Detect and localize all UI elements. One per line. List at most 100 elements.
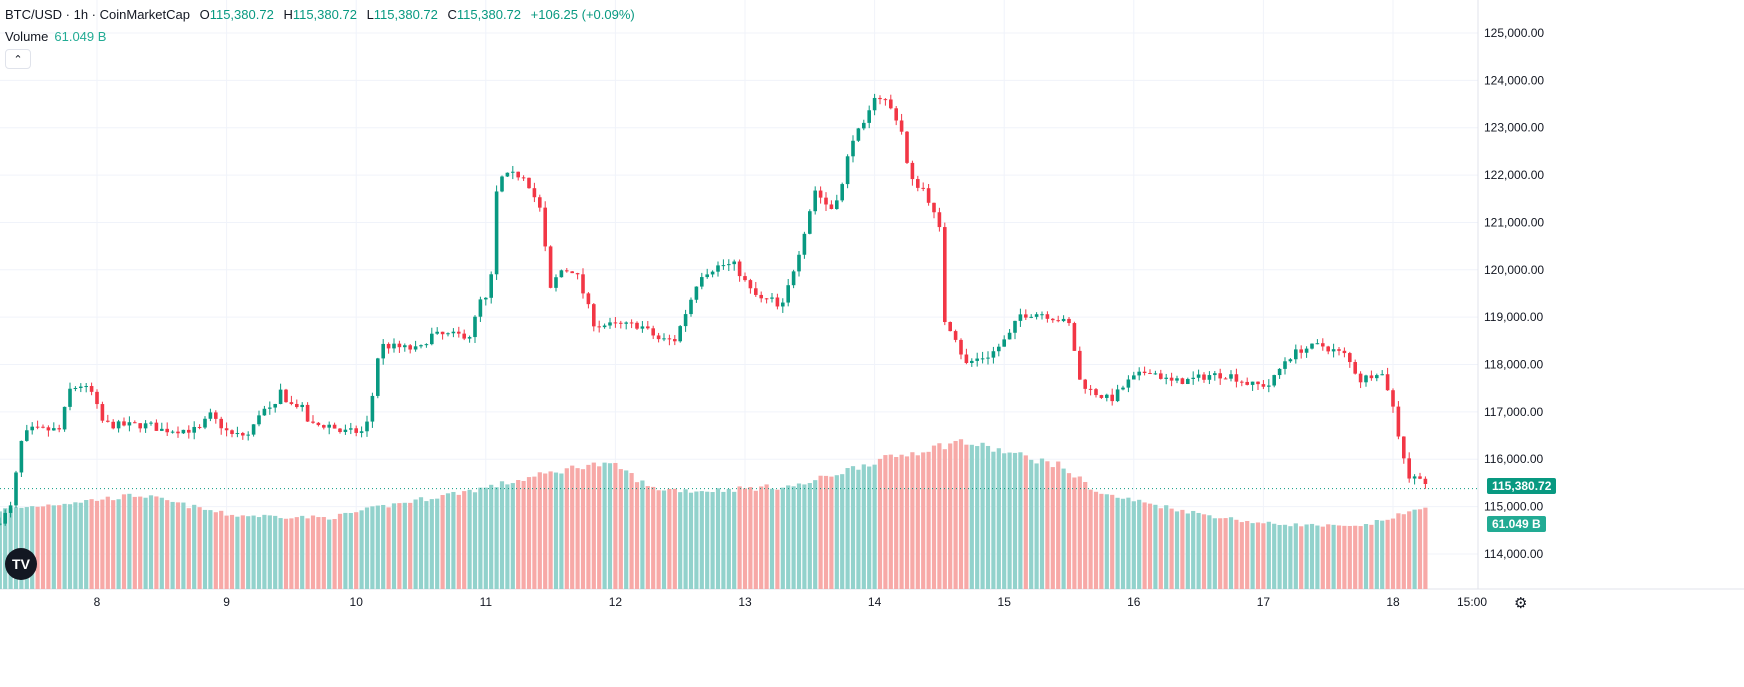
candle-body (1223, 378, 1228, 380)
candle-body (689, 299, 693, 315)
volume-bar (1174, 511, 1180, 589)
candle-body (516, 171, 520, 178)
candle-body (948, 322, 952, 332)
volume-bar (840, 474, 845, 589)
candle-body (916, 179, 920, 188)
candle-body (1056, 320, 1060, 322)
candle-body (548, 246, 553, 288)
volume-bar (246, 516, 251, 589)
x-tick-label: 16 (1127, 595, 1141, 609)
x-tick-label: 13 (738, 595, 752, 609)
volume-bar (748, 487, 753, 589)
candle-body (1045, 314, 1050, 319)
candle-body (932, 202, 936, 213)
candle-body (710, 271, 715, 275)
volume-bar (1147, 503, 1153, 589)
volume-bar (489, 484, 494, 589)
candle-body (937, 212, 942, 228)
volume-bar (948, 443, 953, 589)
volume-bar (575, 468, 580, 589)
candle-body (284, 389, 288, 403)
candle-body (813, 190, 817, 212)
volume-bar (462, 491, 467, 589)
candle-body (678, 326, 682, 342)
candle-body (235, 433, 240, 435)
candle-body (921, 187, 925, 189)
volume-bar (613, 462, 618, 589)
volume-bar (537, 472, 542, 589)
candle-body (700, 277, 704, 287)
volume-bar (202, 509, 208, 589)
candle-body (532, 188, 537, 198)
volume-bar (197, 507, 202, 589)
candle-body (230, 430, 234, 434)
tradingview-logo[interactable]: TV (5, 548, 37, 580)
collapse-legend-button[interactable]: ⌃ (5, 49, 31, 69)
candle-body (494, 191, 499, 275)
candle-body (30, 426, 34, 431)
gear-icon[interactable]: ⚙ (1514, 595, 1528, 612)
candle-body (133, 422, 137, 424)
candle-body (899, 120, 904, 132)
candle-body (149, 422, 153, 424)
candle-body (435, 331, 439, 334)
volume-bar (1169, 508, 1174, 589)
symbol-title[interactable]: BTC/USD · 1h · CoinMarketCap (5, 7, 190, 22)
candle-body (154, 422, 159, 431)
volume-bar (467, 489, 472, 589)
candle-body (646, 326, 650, 329)
volume-bar (456, 494, 461, 589)
volume-bar (364, 507, 370, 589)
candle-body (1191, 377, 1195, 379)
volume-bar (408, 502, 413, 589)
candle-body (100, 404, 105, 421)
candle-body (716, 265, 720, 272)
volume-bar (1007, 452, 1012, 589)
candle-body (408, 345, 412, 350)
candle-body (889, 99, 893, 109)
volume-bar (1142, 502, 1147, 589)
volume-bar (926, 451, 931, 589)
volume-bar (1018, 452, 1023, 589)
volume-bar (775, 489, 780, 589)
volume-bar (796, 483, 802, 589)
candle-body (1018, 314, 1023, 321)
candle-body (165, 428, 169, 433)
volume-bar (251, 515, 256, 589)
candle-body (1094, 389, 1098, 396)
volume-bar (46, 504, 51, 589)
candle-body (1137, 371, 1141, 376)
candle-body (397, 343, 402, 348)
volume-bar (310, 515, 316, 589)
candle-body (1169, 377, 1174, 381)
ohlc-legend: BTC/USD · 1h · CoinMarketCap O115,380.72… (5, 7, 635, 22)
volume-bar (867, 466, 872, 589)
candle-body (224, 428, 229, 431)
candle-body (484, 297, 488, 300)
volume-bar (143, 497, 148, 589)
candle-body (1423, 478, 1428, 485)
candle-body (694, 286, 699, 300)
candle-body (840, 184, 844, 201)
volume-bar (1320, 526, 1325, 589)
volume-bar (3, 508, 8, 589)
volume-bar (510, 483, 515, 589)
candle-body (986, 357, 990, 359)
volume-tag: 61.049 B (1487, 516, 1546, 532)
candle-body (1132, 375, 1136, 380)
volume-bar (165, 500, 170, 589)
volume-bar (877, 458, 883, 589)
candle-body (1051, 318, 1055, 321)
volume-bar (1380, 520, 1385, 589)
candle-body (392, 343, 396, 349)
volume-bar (753, 490, 758, 589)
volume-bar (1099, 493, 1104, 589)
volume-bar (548, 471, 553, 589)
volume-bar (1023, 455, 1028, 589)
chevron-up-icon: ⌃ (13, 54, 23, 66)
candle-body (1412, 476, 1417, 479)
candle-body (1369, 375, 1374, 379)
volume-bar (991, 451, 996, 589)
volume-bar (499, 481, 505, 589)
